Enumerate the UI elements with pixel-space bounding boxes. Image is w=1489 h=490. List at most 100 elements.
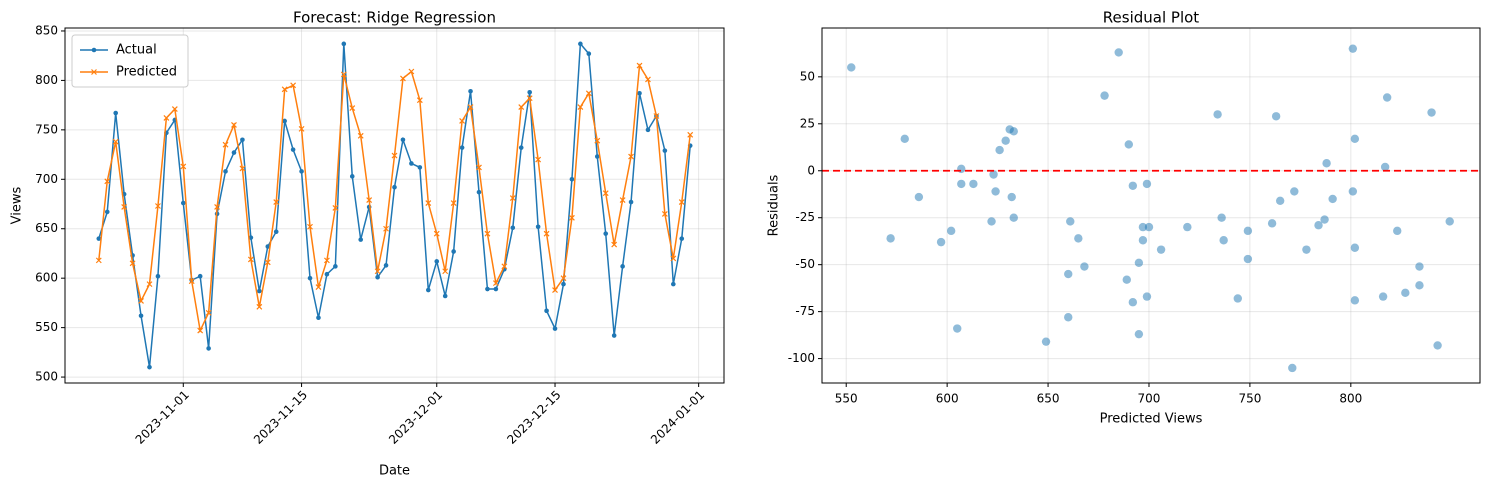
marker xyxy=(307,275,313,281)
marker xyxy=(214,204,221,210)
point xyxy=(1445,217,1454,226)
point xyxy=(946,226,956,236)
y-tick-label: 50 xyxy=(800,69,815,83)
marker xyxy=(459,145,465,150)
point xyxy=(1233,294,1242,303)
legend-box xyxy=(71,34,189,88)
point xyxy=(1350,134,1360,144)
point xyxy=(1134,258,1144,267)
marker xyxy=(206,346,211,351)
marker xyxy=(121,204,128,210)
marker xyxy=(223,169,228,174)
point xyxy=(989,170,998,179)
marker xyxy=(231,121,237,128)
marker xyxy=(493,286,499,292)
point xyxy=(1243,254,1253,264)
marker xyxy=(637,90,642,96)
x-tick-label: 2023-11-15 xyxy=(251,388,310,447)
marker xyxy=(307,223,313,230)
x-tick-label: 2023-12-01 xyxy=(386,388,445,447)
marker xyxy=(273,199,280,205)
marker xyxy=(95,257,102,264)
marker xyxy=(416,97,423,104)
y-tick-label: -100 xyxy=(788,351,815,365)
marker xyxy=(408,68,415,75)
marker xyxy=(222,141,229,148)
point xyxy=(1271,112,1281,121)
point xyxy=(847,63,856,72)
marker xyxy=(104,209,110,215)
axes-frame xyxy=(821,27,1481,384)
marker xyxy=(171,106,178,113)
marker xyxy=(146,281,153,288)
point xyxy=(900,134,909,144)
point xyxy=(1001,136,1010,145)
point xyxy=(1142,292,1152,301)
marker xyxy=(299,169,304,174)
x-tick-label: 2023-12-15 xyxy=(504,388,563,447)
marker xyxy=(485,286,490,292)
point xyxy=(1288,363,1297,373)
marker xyxy=(282,118,287,124)
marker xyxy=(476,164,482,171)
marker xyxy=(476,189,482,195)
y-tick-label: 700 xyxy=(35,172,58,186)
marker xyxy=(552,326,558,331)
x-tick-label: 2023-11-01 xyxy=(133,388,192,447)
y-tick-label: 750 xyxy=(35,122,58,136)
point xyxy=(1328,194,1337,204)
marker xyxy=(247,256,254,263)
marker xyxy=(543,230,550,237)
chart-title: Residual Plot xyxy=(1103,9,1200,27)
marker xyxy=(138,313,144,319)
marker xyxy=(180,163,187,170)
panel: -100 -75 -50 -25 0 25 50 550 600 650 700 750 800 Resi… xyxy=(767,9,1481,427)
point xyxy=(1128,298,1138,307)
point xyxy=(1138,222,1148,232)
marker xyxy=(620,264,625,269)
point xyxy=(1433,341,1442,350)
point xyxy=(1348,44,1358,53)
marker xyxy=(594,154,600,159)
point xyxy=(1144,222,1154,232)
point xyxy=(1074,234,1083,243)
point xyxy=(1128,181,1138,190)
point xyxy=(1378,292,1388,301)
panel: 500 550 600 650 700 750 800 850 2023-11-01 2023-1… xyxy=(10,9,725,479)
point xyxy=(957,164,966,174)
marker xyxy=(129,260,136,267)
marker xyxy=(518,145,524,150)
marker xyxy=(526,95,533,102)
point xyxy=(957,179,966,189)
marker xyxy=(645,127,651,133)
x-tick-label: 800 xyxy=(1339,392,1362,406)
y-tick-label: 550 xyxy=(35,320,58,334)
marker xyxy=(138,298,144,304)
marker xyxy=(316,315,321,321)
point xyxy=(936,237,946,247)
marker xyxy=(552,287,558,293)
marker xyxy=(333,264,338,269)
marker xyxy=(527,89,532,95)
marker xyxy=(586,51,592,57)
y-tick-label: -75 xyxy=(795,304,815,318)
marker xyxy=(155,203,161,209)
marker xyxy=(383,263,389,268)
marker xyxy=(400,75,406,82)
marker xyxy=(409,161,414,166)
marker xyxy=(628,199,634,205)
point xyxy=(1415,281,1424,290)
y-tick-label: 800 xyxy=(35,73,58,87)
marker xyxy=(324,271,330,277)
point xyxy=(1320,215,1329,224)
point xyxy=(1114,48,1123,57)
marker xyxy=(434,259,440,264)
marker xyxy=(645,76,651,83)
line xyxy=(98,41,691,368)
marker xyxy=(290,82,297,89)
y-tick-label: -50 xyxy=(795,257,815,271)
marker xyxy=(265,244,271,249)
x-tick-label: 600 xyxy=(936,392,959,406)
y-tick-label: 500 xyxy=(35,370,58,384)
marker xyxy=(264,259,271,266)
